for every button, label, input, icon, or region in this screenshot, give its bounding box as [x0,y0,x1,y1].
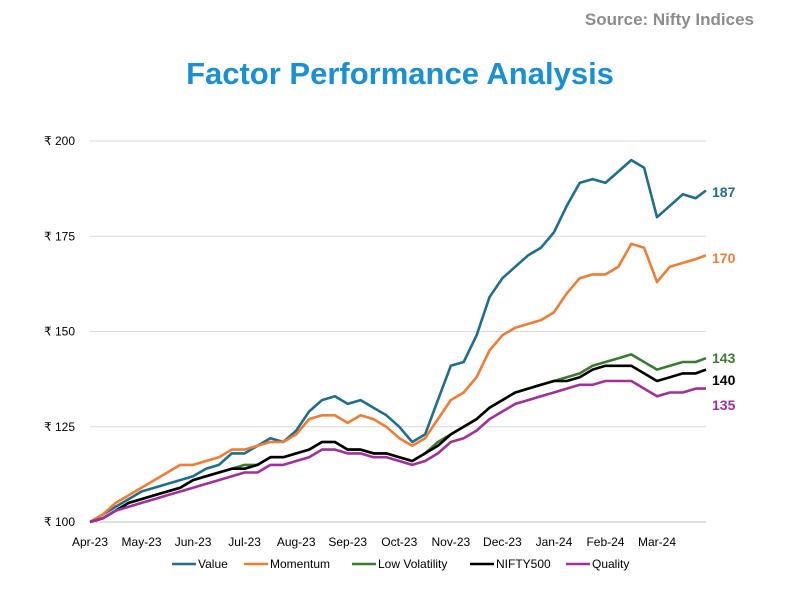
end-value-label: 135 [712,397,736,413]
end-value-label: 140 [712,372,736,388]
source-note: Source: Nifty Indices [584,10,754,29]
y-tick-label: ₹ 150 [44,325,75,339]
x-tick-label: Apr-23 [72,535,108,549]
x-tick-label: May-23 [122,535,162,549]
chart-title: Factor Performance Analysis [186,56,614,91]
x-tick-label: Mar-24 [638,535,676,549]
series-line-value [89,158,707,524]
end-value-label: 187 [712,184,736,200]
series-line-momentum [89,242,707,524]
y-tick-label: ₹ 125 [44,420,75,434]
x-tick-label: Jul-23 [228,535,261,549]
x-tick-label: Feb-24 [586,535,624,549]
x-tick-label: Jun-23 [175,535,212,549]
legend-label: Momentum [270,557,330,571]
y-tick-label: ₹ 100 [44,515,75,529]
end-value-label: 143 [712,350,736,366]
y-tick-label: ₹ 200 [44,134,75,148]
x-tick-label: Nov-23 [431,535,470,549]
x-tick-label: Sep-23 [328,535,367,549]
series-line-nifty500 [89,364,707,524]
legend-label: NIFTY500 [496,557,551,571]
x-tick-label: Dec-23 [483,535,522,549]
legend-label: Quality [592,557,629,571]
legend-label: Value [198,557,228,571]
x-tick-label: Jan-24 [536,535,573,549]
x-tick-label: Oct-23 [381,535,417,549]
x-tick-label: Aug-23 [277,535,316,549]
legend-label: Low Volatility [378,557,447,571]
end-value-label: 170 [712,250,736,266]
y-tick-label: ₹ 175 [44,229,75,243]
series-line-quality [89,379,706,524]
